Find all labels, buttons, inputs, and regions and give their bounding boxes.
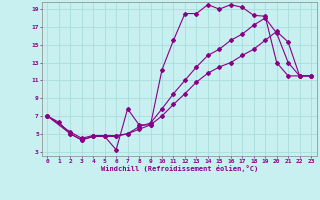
X-axis label: Windchill (Refroidissement éolien,°C): Windchill (Refroidissement éolien,°C)	[100, 165, 258, 172]
